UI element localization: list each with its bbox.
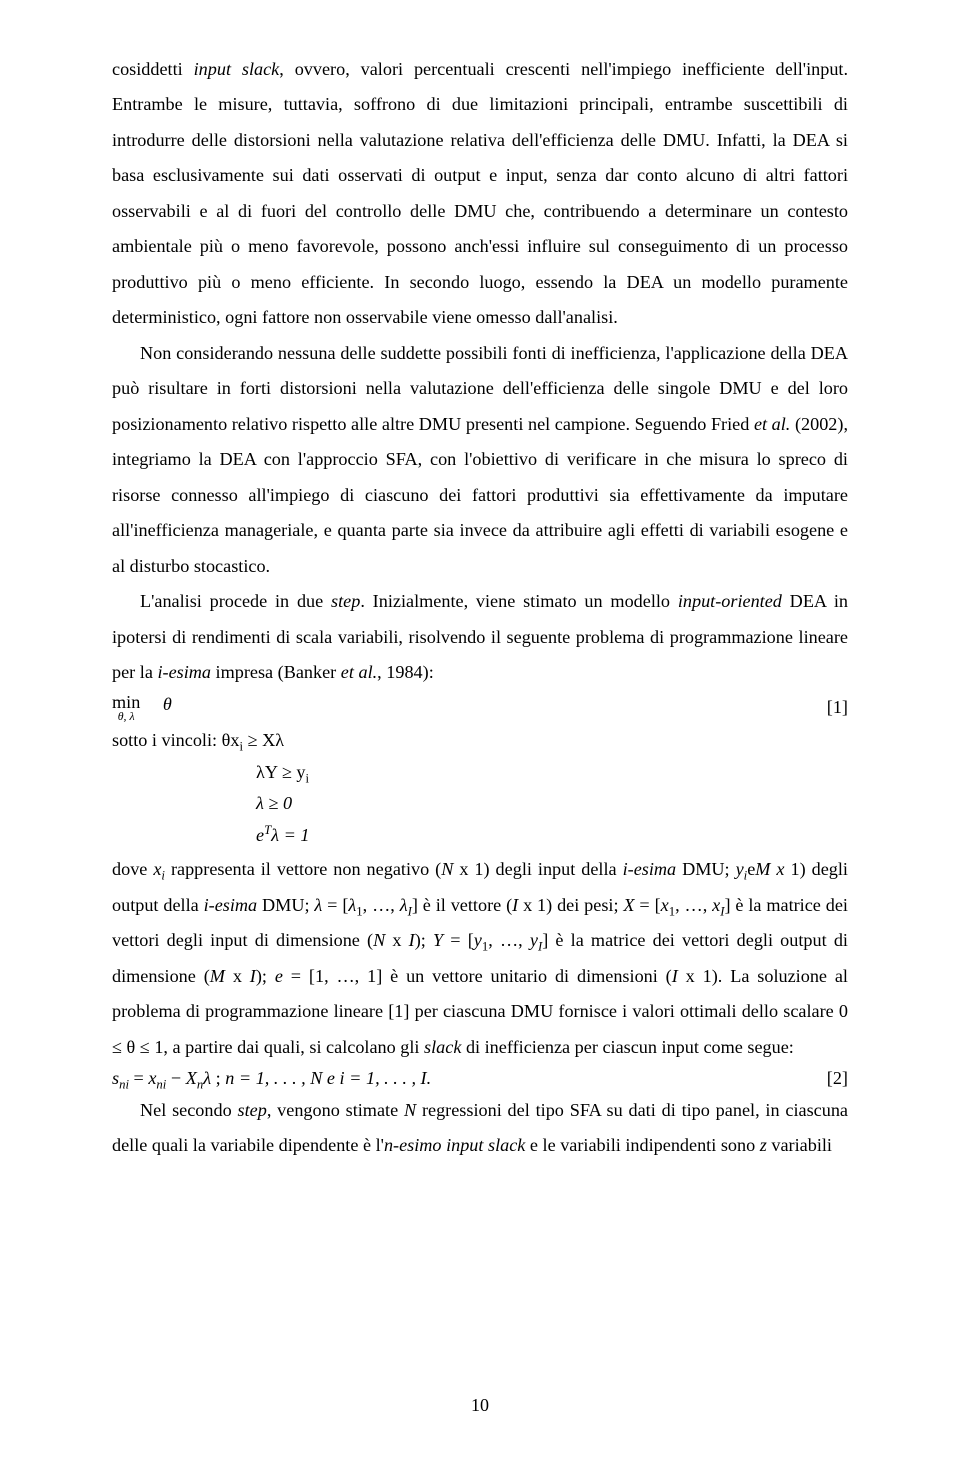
text: Nel secondo	[140, 1100, 238, 1120]
text: e	[256, 825, 264, 845]
text: λ = 1	[271, 825, 309, 845]
page: cosiddetti input slack, ovvero, valori p…	[0, 0, 960, 1459]
text: Non considerando nessuna delle suddette …	[112, 343, 848, 434]
theta: θ	[145, 694, 172, 714]
text: );	[415, 930, 433, 950]
var-y: y	[736, 859, 744, 879]
text: e le variabili indipendenti sono	[525, 1135, 759, 1155]
text: x	[385, 930, 408, 950]
subscript: i	[305, 771, 309, 785]
text: );	[256, 966, 275, 986]
var-X: X	[623, 895, 634, 915]
et-al: et al.	[341, 662, 377, 682]
text: , 1984):	[377, 662, 434, 682]
text: , …,	[675, 895, 712, 915]
text: x 1) degli input della	[453, 859, 622, 879]
term-i-esima: i-esima	[157, 662, 211, 682]
text: −	[166, 1068, 185, 1088]
var-N: N	[441, 859, 453, 879]
constraint-2: λY ≥ yi	[112, 757, 848, 789]
constraint-1: θxi ≥ Xλ	[222, 730, 284, 750]
paragraph-3: L'analisi procede in due step. Inizialme…	[112, 584, 848, 690]
paragraph-4: dove xi rappresenta il vettore non negat…	[112, 852, 848, 1065]
text: = [	[443, 930, 474, 950]
text: . Inizialmente, viene stimato un modello	[360, 591, 678, 611]
var-M: M x	[755, 859, 784, 879]
term-step: step	[238, 1100, 267, 1120]
constraint-3: λ ≥ 0	[112, 788, 848, 820]
var-x: x	[661, 895, 669, 915]
var-lambda: λ	[400, 895, 408, 915]
var-e: e	[275, 966, 283, 986]
text: x	[225, 966, 250, 986]
var-N: N	[404, 1100, 416, 1120]
var-X: X	[186, 1068, 197, 1088]
var-y: y	[474, 930, 482, 950]
text: impresa (Banker	[211, 662, 341, 682]
text: L'analisi procede in due	[140, 591, 331, 611]
constraints-label: sotto i vincoli:	[112, 730, 222, 750]
text: λY ≥ y	[256, 762, 305, 782]
text: =	[129, 1068, 148, 1088]
text: ;	[211, 1068, 225, 1088]
term-i-esima: i-esima	[623, 859, 677, 879]
subscript: ni	[156, 1078, 166, 1092]
text: ≥ Xλ	[243, 730, 284, 750]
text: , ovvero, valori percentuali crescenti n…	[112, 59, 848, 327]
paragraph-2: Non considerando nessuna delle suddette …	[112, 336, 848, 584]
equation-1: min θ, λ θ [1]	[112, 693, 848, 723]
var-lambda: λ	[203, 1068, 211, 1088]
var-x: x	[712, 895, 720, 915]
text: (2002), integriamo la DEA con l'approcci…	[112, 414, 848, 576]
var-Y: Y	[433, 930, 443, 950]
text: cosiddetti	[112, 59, 194, 79]
min-operator: min θ, λ	[112, 693, 140, 723]
var-y: y	[530, 930, 538, 950]
equation-2: sni = xni − Xnλ ; n = 1, . . . , N e i =…	[112, 1067, 848, 1091]
var-z: z	[760, 1135, 767, 1155]
constraints-label-line: sotto i vincoli: θxi ≥ Xλ	[112, 725, 848, 757]
term-input-oriented: input-oriented	[678, 591, 782, 611]
index-range: n = 1, . . . , N e i = 1, . . . , I.	[225, 1068, 431, 1088]
term-i-esima: i-esima	[204, 895, 258, 915]
text: x 1) dei pesi;	[518, 895, 623, 915]
equation-2-body: sni = xni − Xnλ ; n = 1, . . . , N e i =…	[112, 1067, 431, 1091]
et-al: et al.	[754, 414, 790, 434]
term-step: step	[331, 591, 360, 611]
var-N: N	[373, 930, 385, 950]
term-slack: slack	[424, 1037, 461, 1057]
text: rappresenta il vettore non negativo (	[165, 859, 441, 879]
term-input-slack: input slack	[194, 59, 280, 79]
paragraph-1: cosiddetti input slack, ovvero, valori p…	[112, 52, 848, 336]
text: = [	[322, 895, 348, 915]
min-subscript: θ, λ	[112, 711, 140, 723]
text: , …,	[363, 895, 400, 915]
text: λ ≥ 0	[256, 793, 292, 813]
text: dove	[112, 859, 153, 879]
text: ] è il vettore (	[412, 895, 512, 915]
subscript: ni	[119, 1078, 129, 1092]
equation-1-number: [1]	[827, 696, 848, 720]
text: DMU;	[676, 859, 735, 879]
equation-1-body: min θ, λ θ	[112, 693, 172, 723]
text: = [1, …, 1] è un vettore unitario di dim…	[283, 966, 672, 986]
constraint-4: eTλ = 1	[112, 820, 848, 852]
text: , …,	[488, 930, 530, 950]
term-n-esimo-input-slack: n-esimo input slack	[384, 1135, 525, 1155]
text: variabili	[767, 1135, 832, 1155]
equation-2-number: [2]	[827, 1067, 848, 1091]
paragraph-5: Nel secondo step, vengono stimate N regr…	[112, 1093, 848, 1164]
text: di inefficienza per ciascun input come s…	[461, 1037, 793, 1057]
text: DMU;	[257, 895, 314, 915]
page-number: 10	[0, 1388, 960, 1423]
text: θx	[222, 730, 240, 750]
var-M: M	[210, 966, 225, 986]
text: a partire dai quali, si calcolano gli	[168, 1037, 424, 1057]
text: , vengono stimate	[267, 1100, 404, 1120]
text: = [	[635, 895, 661, 915]
